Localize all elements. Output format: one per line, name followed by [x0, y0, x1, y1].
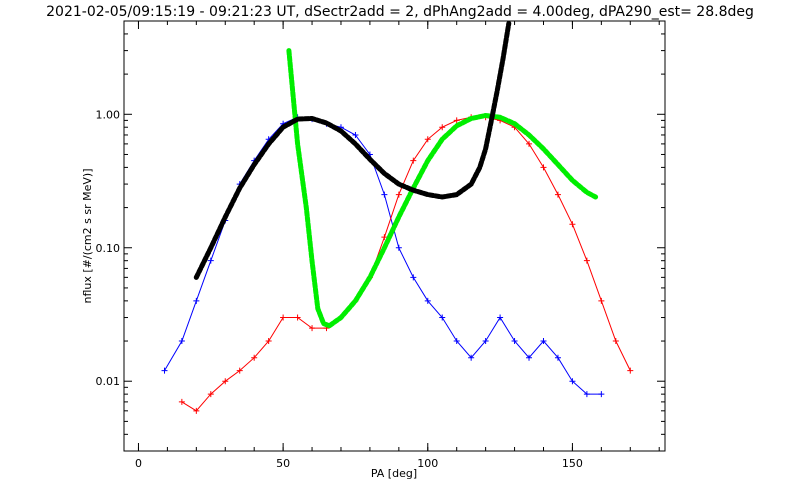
red-data-point	[207, 391, 214, 398]
red-data-point	[526, 140, 533, 147]
x-axis-label: PA [deg]	[371, 467, 417, 480]
x-tick-label: 50	[276, 457, 290, 470]
red-data-point	[569, 221, 576, 228]
red-data-point	[381, 234, 388, 241]
red-series-line	[181, 116, 631, 412]
x-tick-label: 0	[135, 457, 142, 470]
x-tick-label: 150	[562, 457, 583, 470]
blue-data-point	[453, 338, 460, 345]
red-data-point	[598, 297, 605, 304]
red-data-point	[251, 354, 258, 361]
red-data-point	[294, 314, 301, 321]
blue-data-point	[193, 297, 200, 304]
blue-data-point	[583, 391, 590, 398]
series-layer	[161, 20, 634, 414]
blue-data-point	[540, 338, 547, 345]
red-data-point	[439, 124, 446, 131]
plot-frame	[123, 20, 666, 452]
x-tick-label: 100	[417, 457, 438, 470]
blue-data-point	[497, 314, 504, 321]
blue-data-point	[161, 367, 168, 374]
red-data-point	[395, 191, 402, 198]
red-data-point	[178, 398, 185, 405]
blue-data-point	[526, 354, 533, 361]
black-fit-curve	[193, 20, 512, 280]
blue-data-point	[482, 338, 489, 345]
blue-data-point	[554, 354, 561, 361]
red-data-point	[193, 407, 200, 414]
blue-data-point	[598, 391, 605, 398]
blue-data-point	[424, 297, 431, 304]
red-data-point	[309, 325, 316, 332]
red-data-point	[583, 257, 590, 264]
chart-title: 2021-02-05/09:15:19 - 09:21:23 UT, dSect…	[46, 4, 754, 20]
blue-data-point	[511, 338, 518, 345]
blue-data-point	[569, 378, 576, 385]
blue-data-point	[395, 244, 402, 251]
red-data-point	[424, 136, 431, 143]
blue-data-point	[381, 191, 388, 198]
y-tick-label: 0.01	[96, 375, 121, 388]
y-axis-label: nflux [#/(cm2 s sr MeV)]	[81, 169, 94, 304]
red-data-point	[540, 164, 547, 171]
red-data-point	[236, 367, 243, 374]
red-data-point	[265, 338, 272, 345]
red-data-point	[627, 367, 634, 374]
red-data-point	[280, 314, 287, 321]
red-data-point	[410, 157, 417, 164]
blue-data-point	[468, 354, 475, 361]
red-data-point	[612, 338, 619, 345]
blue-data-point	[410, 274, 417, 281]
red-data-point	[554, 191, 561, 198]
y-tick-label: 1.00	[96, 108, 121, 121]
axis-layer: 0 50 100 150 0.01 0.10 1.00	[96, 20, 665, 470]
y-tick-label: 0.10	[96, 242, 121, 255]
red-data-point	[453, 117, 460, 124]
red-data-point	[222, 378, 229, 385]
blue-data-point	[352, 131, 359, 138]
blue-data-point	[178, 338, 185, 345]
blue-data-point	[207, 257, 214, 264]
blue-data-point	[439, 314, 446, 321]
green-fit-curve	[286, 48, 599, 329]
